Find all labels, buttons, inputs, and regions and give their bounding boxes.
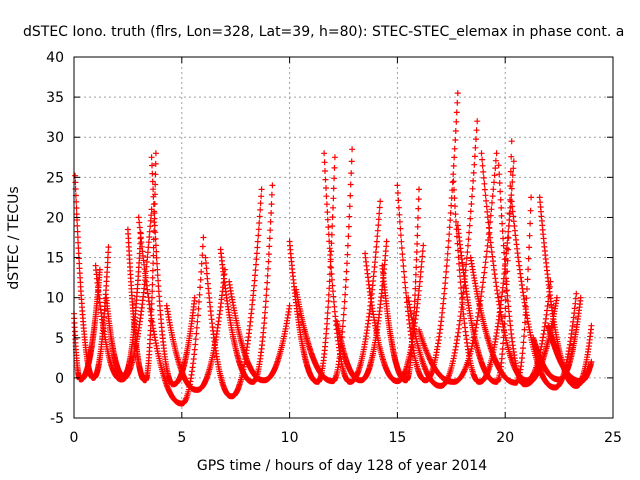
axes: 0 5 10 15 20 25 -5 0 5 10 15 20 25 30 35 40 bbox=[46, 50, 622, 446]
y-tick-label: 30 bbox=[46, 130, 64, 146]
x-tick-label: 20 bbox=[496, 430, 514, 446]
x-tick-label: 15 bbox=[388, 430, 406, 446]
y-tick-label: 40 bbox=[46, 50, 64, 66]
x-tick-label: 25 bbox=[604, 430, 622, 446]
x-axis-label: GPS time / hours of day 128 of year 2014 bbox=[197, 458, 487, 474]
data-points bbox=[71, 90, 595, 407]
chart-title: dSTEC Iono. truth (flrs, Lon=328, Lat=39… bbox=[23, 24, 624, 40]
y-tick-label: 5 bbox=[55, 331, 64, 347]
y-tick-label: 20 bbox=[46, 210, 64, 226]
y-tick-label: 10 bbox=[46, 291, 64, 307]
x-tick-label: 10 bbox=[281, 430, 299, 446]
y-tick-label: 25 bbox=[46, 170, 64, 186]
x-tick-label: 5 bbox=[177, 430, 186, 446]
x-tick-label: 0 bbox=[70, 430, 79, 446]
y-tick-label: 0 bbox=[55, 371, 64, 387]
y-tick-label: -5 bbox=[50, 411, 64, 427]
y-axis-label: dSTEC / TECUs bbox=[6, 186, 22, 289]
y-tick-label: 35 bbox=[46, 90, 64, 106]
data-point-markers bbox=[71, 90, 595, 407]
plot-frame bbox=[73, 56, 614, 419]
y-tick-label: 15 bbox=[46, 251, 64, 267]
